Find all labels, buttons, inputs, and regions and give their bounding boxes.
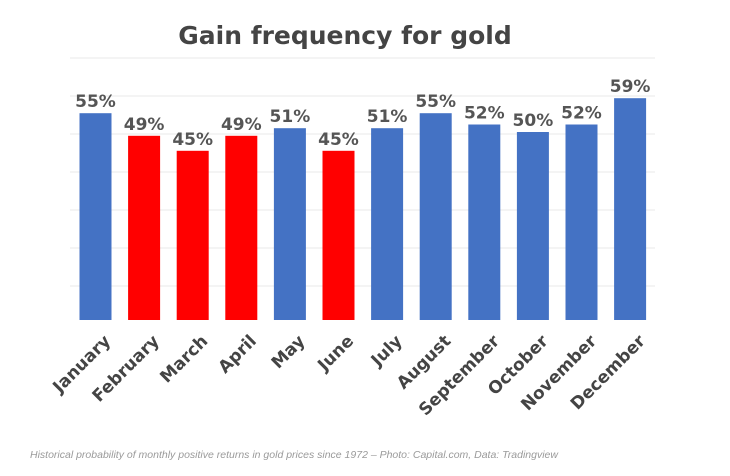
value-label-march: 45%: [172, 130, 213, 150]
bar-june: [322, 150, 355, 320]
value-label-october: 50%: [513, 111, 554, 131]
bar-september: [468, 124, 501, 320]
category-label-may: May: [268, 331, 310, 373]
chart-title: Gain frequency for gold: [178, 21, 512, 50]
value-label-june: 45%: [318, 130, 359, 150]
bar-may: [273, 128, 306, 320]
category-label-july: July: [367, 331, 407, 371]
bars: [79, 98, 647, 320]
value-label-december: 59%: [610, 77, 651, 97]
bar-october: [516, 132, 549, 320]
category-label-april: April: [215, 331, 261, 377]
bar-january: [79, 113, 112, 320]
bar-december: [614, 98, 647, 320]
value-label-july: 51%: [367, 107, 408, 127]
value-label-may: 51%: [270, 107, 311, 127]
chart-caption: Historical probability of monthly positi…: [30, 449, 558, 461]
value-label-november: 52%: [561, 104, 602, 124]
value-label-february: 49%: [124, 115, 165, 135]
grid-lines: [70, 57, 655, 287]
bar-april: [225, 135, 258, 320]
bar-march: [176, 150, 209, 320]
bar-february: [128, 135, 161, 320]
value-label-august: 55%: [415, 92, 456, 112]
value-label-january: 55%: [75, 92, 116, 112]
category-label-march: March: [156, 331, 212, 387]
value-label-april: 49%: [221, 115, 262, 135]
bar-july: [371, 128, 404, 320]
bar-november: [565, 124, 598, 320]
bar-august: [419, 113, 452, 320]
value-label-september: 52%: [464, 104, 505, 124]
value-labels: 55% 49% 45% 49% 51% 45% 51% 55% 52% 50% 52% 59%: [75, 77, 650, 150]
category-label-june: June: [313, 331, 358, 376]
